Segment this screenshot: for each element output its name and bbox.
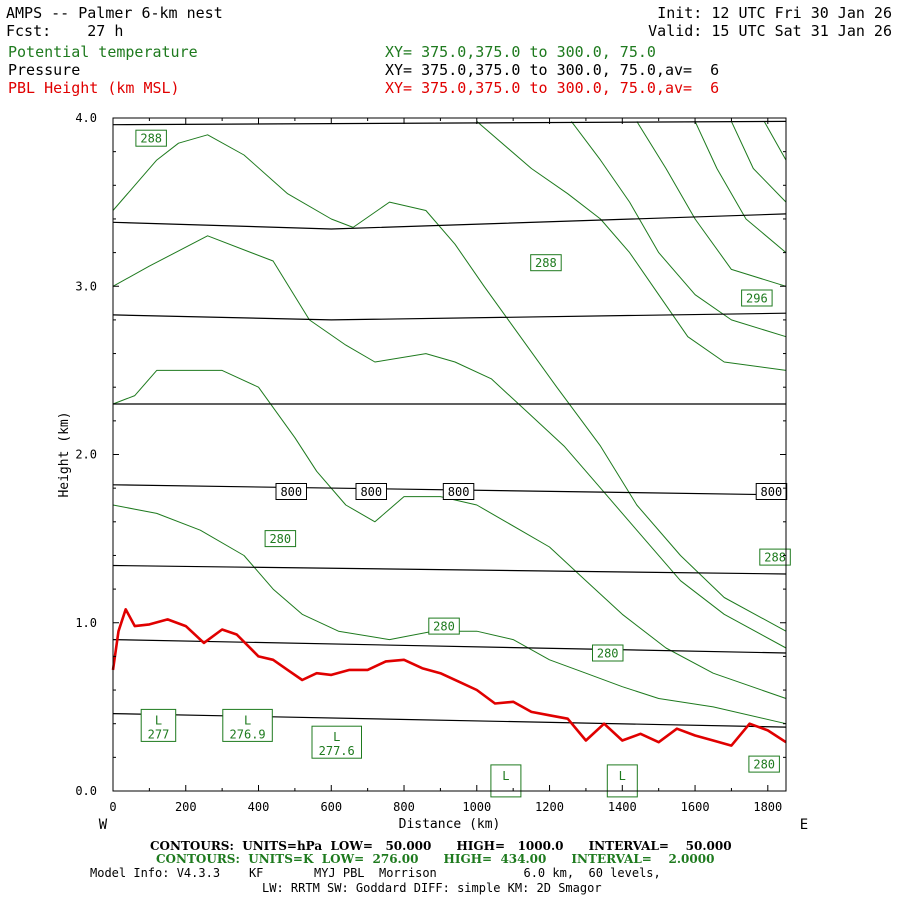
svg-text:280: 280 bbox=[269, 532, 291, 546]
y-tick-label-3: 3.0 bbox=[75, 279, 97, 293]
svg-text:280: 280 bbox=[597, 647, 619, 661]
y-axis-label: Height (km) bbox=[57, 411, 72, 497]
pressure-contour-1 bbox=[112, 639, 787, 654]
theta-label-7: 280 bbox=[748, 755, 780, 773]
forecast-hour: Fcst: 27 h bbox=[6, 22, 124, 40]
svg-text:276.9: 276.9 bbox=[230, 727, 266, 741]
pressure-label-3: 800 bbox=[755, 483, 788, 500]
legend-pbl-label: PBL Height (km MSL) bbox=[8, 79, 180, 97]
theta-contour-0 bbox=[112, 134, 787, 632]
init-time: Init: 12 UTC Fri 30 Jan 26 bbox=[657, 4, 892, 22]
pressure-label-2: 800 bbox=[442, 483, 475, 500]
theta-label-0: 288 bbox=[135, 129, 167, 147]
east-end-label: E bbox=[800, 817, 808, 833]
pbl-height-line bbox=[111, 607, 787, 747]
footer-theta-contours: CONTOURS: UNITS=K LOW= 276.00 HIGH= 434.… bbox=[156, 852, 715, 866]
y-tick-label-0: 0.0 bbox=[75, 784, 97, 798]
theta-contour-6 bbox=[636, 121, 787, 287]
theta-contours bbox=[112, 121, 787, 725]
svg-text:280: 280 bbox=[433, 620, 455, 634]
footer-physics-info: LW: RRTM SW: Goddard DIFF: simple KM: 2D… bbox=[262, 881, 602, 895]
svg-text:L: L bbox=[333, 730, 340, 744]
theta-contour-2 bbox=[112, 369, 787, 699]
theta-contour-9 bbox=[763, 121, 787, 161]
page-title: AMPS -- Palmer 6-km nest bbox=[6, 4, 223, 22]
x-axis-label: Distance (km) bbox=[399, 817, 501, 832]
legend-pressure-xy: XY= 375.0,375.0 to 300.0, 75.0,av= 6 bbox=[385, 61, 720, 79]
svg-text:280: 280 bbox=[753, 758, 775, 772]
pressure-contour-2 bbox=[112, 564, 787, 575]
theta-label-3: 280 bbox=[264, 530, 297, 548]
x-tick-label-8: 1600 bbox=[681, 800, 710, 814]
legend-pbl-xy: XY= 375.0,375.0 to 300.0, 75.0,av= 6 bbox=[385, 79, 720, 97]
svg-text:288: 288 bbox=[140, 132, 162, 146]
x-tick-label-3: 600 bbox=[320, 800, 342, 814]
pressure-label-1: 800 bbox=[355, 483, 387, 500]
svg-text:277.6: 277.6 bbox=[319, 744, 355, 758]
valid-time: Valid: 15 UTC Sat 31 Jan 26 bbox=[648, 22, 892, 40]
x-tick-label-4: 800 bbox=[393, 800, 415, 814]
pbl-height-series bbox=[111, 607, 787, 747]
axes: 0.0 1.0 2.0 3.0 4.0 0 200 400 600 800 1000 1200 1400… bbox=[57, 111, 808, 833]
pressure-contour-5 bbox=[112, 312, 787, 321]
pressure-contour-6 bbox=[112, 213, 787, 230]
x-tick-label-0: 0 bbox=[109, 800, 116, 814]
theta-label-6: 280 bbox=[592, 644, 624, 662]
svg-text:277: 277 bbox=[148, 727, 170, 741]
svg-text:288: 288 bbox=[535, 256, 557, 270]
theta-contour-4 bbox=[476, 121, 787, 371]
plot-frame bbox=[112, 117, 787, 792]
svg-text:L: L bbox=[244, 713, 251, 727]
svg-text:288: 288 bbox=[764, 551, 786, 565]
theta-low-4: L bbox=[606, 764, 638, 798]
svg-text:800: 800 bbox=[360, 485, 382, 499]
svg-text:800: 800 bbox=[448, 485, 470, 499]
theta-label-2: 296 bbox=[741, 289, 773, 307]
x-tick-label-1: 200 bbox=[175, 800, 197, 814]
footer-model-info: Model Info: V4.3.3 KF MYJ PBL Morrison 6… bbox=[90, 866, 661, 880]
svg-text:800: 800 bbox=[280, 485, 302, 499]
theta-low-3: L bbox=[490, 764, 522, 798]
theta-contour-3 bbox=[112, 504, 787, 725]
legend-theta-label: Potential temperature bbox=[8, 43, 198, 61]
x-tick-label-5: 1000 bbox=[462, 800, 491, 814]
west-end-label: W bbox=[99, 817, 108, 833]
theta-contour-8 bbox=[730, 121, 787, 203]
y-tick-label-4: 4.0 bbox=[75, 111, 97, 125]
x-tick-label-7: 1400 bbox=[608, 800, 637, 814]
contour-labels: 800 800 800 800288288296280288280280280L277… bbox=[135, 129, 791, 798]
theta-label-1: 288 bbox=[530, 254, 562, 272]
x-tick-label-2: 400 bbox=[248, 800, 270, 814]
legend-pressure-label: Pressure bbox=[8, 61, 81, 79]
svg-text:L: L bbox=[155, 713, 162, 727]
theta-label-5: 280 bbox=[428, 617, 460, 635]
y-tick-label-1: 1.0 bbox=[75, 616, 97, 630]
theta-contour-7 bbox=[694, 121, 787, 253]
svg-text:296: 296 bbox=[746, 292, 768, 306]
theta-label-4: 288 bbox=[759, 548, 791, 566]
x-tick-label-6: 1200 bbox=[535, 800, 564, 814]
svg-text:L: L bbox=[619, 769, 626, 783]
theta-contour-5 bbox=[571, 121, 787, 338]
footer-pressure-contours: CONTOURS: UNITS=hPa LOW= 50.000 HIGH= 10… bbox=[150, 839, 732, 853]
svg-text:L: L bbox=[502, 769, 509, 783]
svg-text:800: 800 bbox=[761, 485, 783, 499]
pressure-contour-0 bbox=[112, 713, 787, 728]
pressure-contour-7 bbox=[112, 120, 787, 126]
x-tick-label-9: 1800 bbox=[753, 800, 782, 814]
pressure-label-0: 800 bbox=[275, 483, 307, 500]
legend-theta-xy: XY= 375.0,375.0 to 300.0, 75.0 bbox=[385, 43, 656, 61]
y-tick-label-2: 2.0 bbox=[75, 448, 97, 462]
theta-contour-1 bbox=[112, 235, 787, 649]
